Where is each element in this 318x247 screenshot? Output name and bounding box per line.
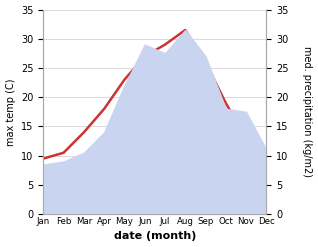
X-axis label: date (month): date (month) <box>114 231 196 242</box>
Y-axis label: med. precipitation (kg/m2): med. precipitation (kg/m2) <box>302 46 313 177</box>
Y-axis label: max temp (C): max temp (C) <box>5 78 16 145</box>
